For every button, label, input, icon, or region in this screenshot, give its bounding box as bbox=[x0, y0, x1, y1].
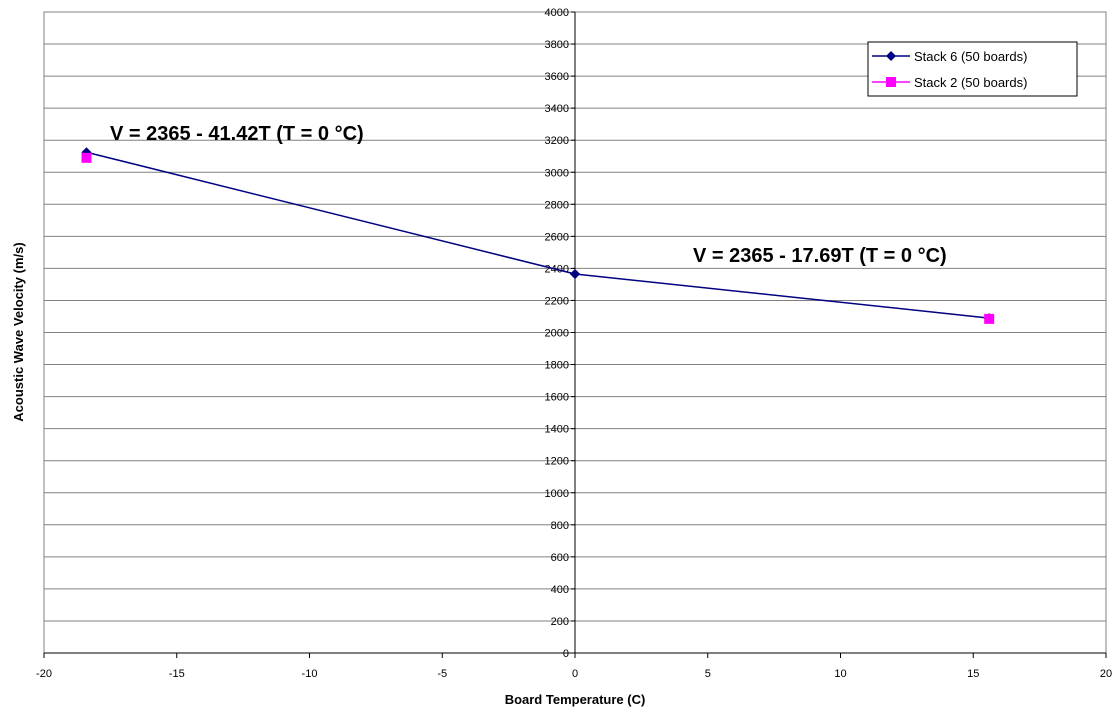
x-tick-label-3: -5 bbox=[437, 668, 447, 680]
y-tick-label-9: 1800 bbox=[545, 360, 569, 372]
legend: Stack 6 (50 boards) Stack 2 (50 boards) bbox=[867, 41, 1078, 97]
y-tick-label-17: 3400 bbox=[545, 103, 569, 115]
y-tick-label-1: 200 bbox=[551, 616, 569, 628]
y-tick-label-5: 1000 bbox=[545, 488, 569, 500]
series-group bbox=[81, 147, 995, 324]
y-tick-label-19: 3800 bbox=[545, 39, 569, 51]
y-tick-label-11: 2200 bbox=[545, 295, 569, 307]
legend-label-stack2: Stack 2 (50 boards) bbox=[914, 75, 1027, 90]
y-tick-label-3: 600 bbox=[551, 552, 569, 564]
point-series2-0 bbox=[81, 152, 92, 163]
y-tick-label-0: 0 bbox=[563, 648, 569, 660]
y-tick-label-16: 3200 bbox=[545, 135, 569, 147]
x-tick-label-2: -10 bbox=[302, 668, 318, 680]
y-tick-label-10: 2000 bbox=[545, 328, 569, 340]
y-tick-label-2: 400 bbox=[551, 584, 569, 596]
y-tick-label-15: 3000 bbox=[545, 167, 569, 179]
x-tick-label-8: 20 bbox=[1100, 668, 1112, 680]
y-tick-label-8: 1600 bbox=[545, 392, 569, 404]
y-tick-label-18: 3600 bbox=[545, 71, 569, 83]
point-series2-1 bbox=[984, 313, 995, 324]
x-tick-label-4: 0 bbox=[572, 668, 578, 680]
y-tick-label-4: 800 bbox=[551, 520, 569, 532]
point-series1-0 bbox=[570, 269, 580, 280]
x-tick-label-1: -15 bbox=[169, 668, 185, 680]
y-tick-label-13: 2600 bbox=[545, 231, 569, 243]
y-axis-title: Acoustic Wave Velocity (m/s) bbox=[11, 242, 26, 421]
y-tick-label-7: 1400 bbox=[545, 424, 569, 436]
x-tick-label-5: 5 bbox=[705, 668, 711, 680]
annotation-left: V = 2365 - 41.42T (T = 0 °C) bbox=[110, 123, 364, 145]
legend-marker-stack2 bbox=[886, 77, 896, 87]
annotation-right: V = 2365 - 17.69T (T = 0 °C) bbox=[693, 245, 947, 267]
legend-box bbox=[867, 41, 1078, 97]
x-tick-label-6: 10 bbox=[834, 668, 846, 680]
x-tick-label-7: 15 bbox=[967, 668, 979, 680]
y-tick-label-6: 1200 bbox=[545, 456, 569, 468]
y-tick-label-14: 2800 bbox=[545, 199, 569, 211]
x-axis-title: Board Temperature (C) bbox=[505, 692, 646, 707]
legend-label-stack6: Stack 6 (50 boards) bbox=[914, 49, 1027, 64]
series-line-1 bbox=[574, 273, 990, 319]
axes: 0200400600800100012001400160018002000220… bbox=[36, 7, 1112, 680]
y-tick-label-20: 4000 bbox=[545, 7, 569, 19]
series-line-0 bbox=[86, 151, 576, 275]
legend-marker-stack6 bbox=[886, 51, 896, 61]
x-tick-label-0: -20 bbox=[36, 668, 52, 680]
